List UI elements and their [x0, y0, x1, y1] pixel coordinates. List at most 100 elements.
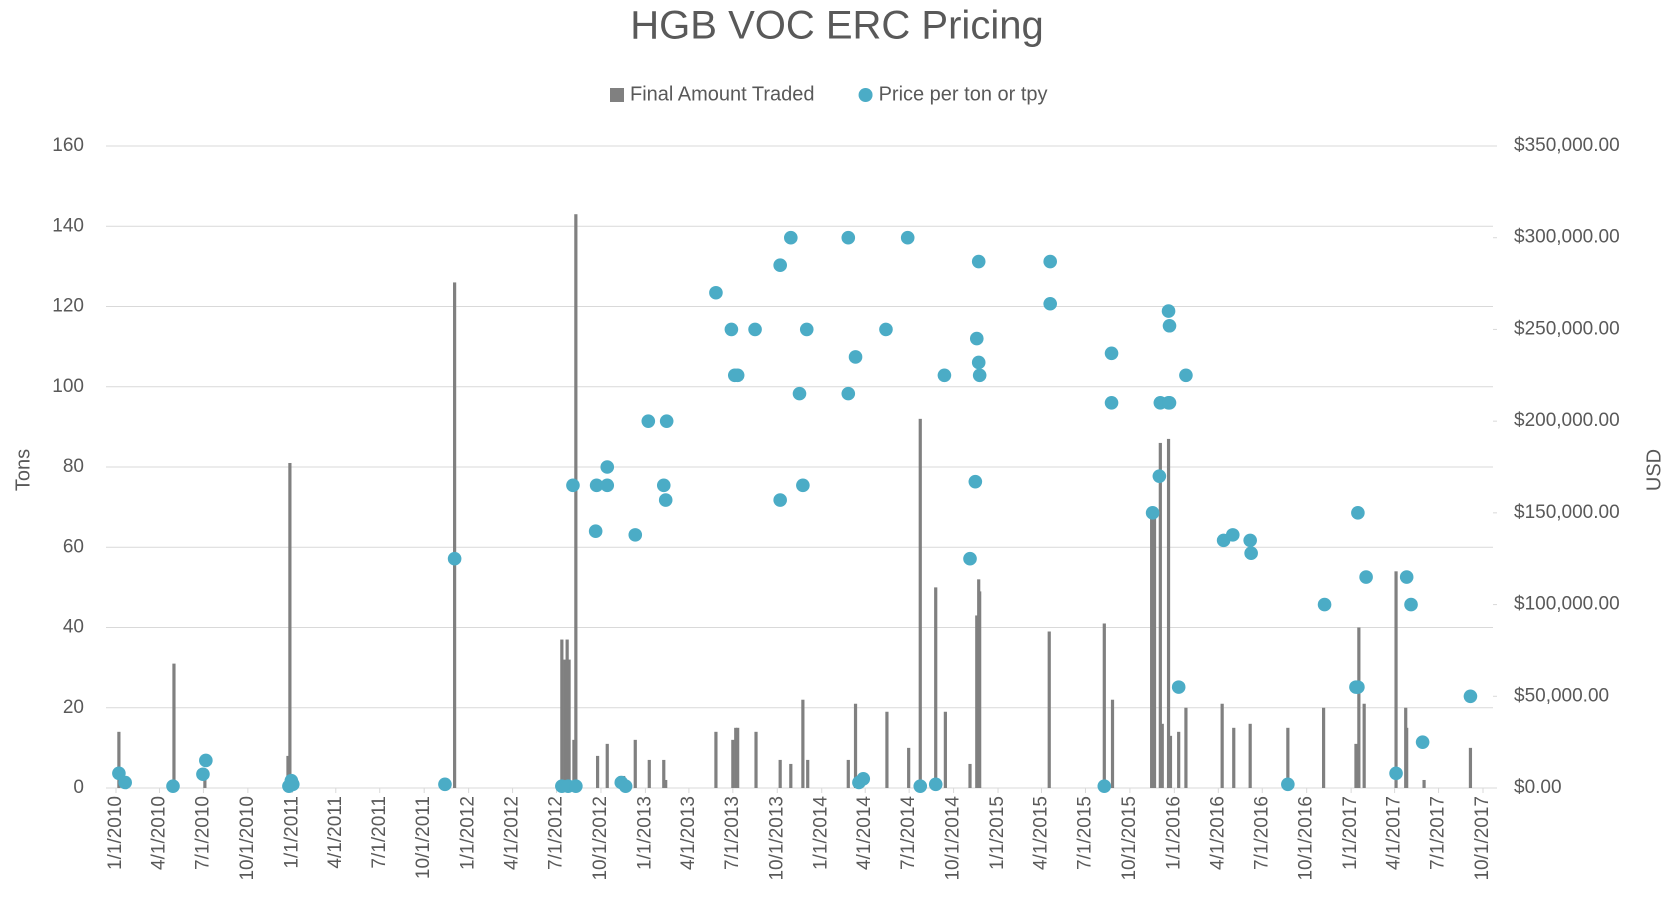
point: [1399, 570, 1414, 584]
x-tick-label: 4/1/2014: [854, 796, 875, 870]
point: [618, 779, 633, 793]
legend-label: Final Amount Traded: [630, 83, 815, 105]
point: [724, 322, 739, 337]
bar: [968, 763, 972, 788]
bar: [714, 731, 718, 788]
x-tick-label: 1/1/2012: [458, 796, 479, 870]
bar: [734, 727, 738, 788]
point: [971, 355, 986, 370]
point: [937, 368, 952, 383]
point: [963, 551, 977, 566]
bar: [789, 763, 793, 788]
y-tick-label: 120: [52, 296, 84, 317]
point: [1104, 396, 1119, 410]
x-tick-label: 1/1/2014: [811, 796, 832, 870]
point: [1043, 296, 1057, 311]
x-tick-label: 1/1/2010: [105, 796, 126, 870]
bar: [918, 418, 922, 788]
bar: [885, 711, 889, 788]
point: [848, 350, 863, 364]
bar: [647, 759, 651, 788]
point: [928, 777, 943, 792]
point: [658, 493, 673, 507]
bar: [1232, 727, 1236, 788]
point: [792, 386, 807, 401]
x-tick-label: 1/1/2015: [987, 796, 1008, 870]
bar: [1152, 511, 1157, 788]
chart-title: HGB VOC ERC Pricing: [630, 4, 1043, 48]
point: [1171, 680, 1186, 694]
y-tick-label: 20: [63, 697, 84, 718]
y2-tick-label: $0.00: [1514, 777, 1562, 798]
y-tick-label: 140: [52, 215, 84, 236]
point: [438, 777, 452, 792]
y2-tick-label: $300,000.00: [1514, 227, 1620, 248]
y-axis-title: Tons: [12, 449, 34, 491]
bar: [560, 639, 564, 788]
x-tick-label: 10/1/2010: [237, 796, 258, 881]
point: [856, 772, 871, 786]
point: [1244, 546, 1258, 561]
point: [656, 478, 671, 493]
y-tick-label: 100: [52, 376, 84, 397]
point: [1179, 368, 1193, 383]
x-tick-label: 7/1/2012: [546, 796, 567, 870]
bar: [907, 747, 911, 788]
bar: [1168, 735, 1173, 788]
bar: [1220, 703, 1224, 788]
point: [1162, 396, 1177, 410]
x-tick-label: 4/1/2012: [502, 796, 523, 870]
bar: [1248, 723, 1252, 788]
y2-tick-label: $100,000.00: [1514, 594, 1620, 615]
y2-tick-label: $150,000.00: [1514, 502, 1620, 523]
point: [196, 767, 210, 782]
point: [1152, 469, 1167, 483]
point: [1404, 597, 1418, 612]
point: [748, 322, 762, 337]
bar: [605, 743, 609, 788]
bar: [453, 282, 457, 788]
point: [659, 414, 674, 428]
bar: [1166, 438, 1171, 788]
point: [600, 478, 615, 493]
bar: [172, 663, 176, 788]
point: [1351, 680, 1365, 694]
legend-swatch: [858, 88, 873, 102]
point: [628, 528, 643, 542]
bar: [1354, 743, 1358, 788]
bar: [736, 727, 740, 788]
bar: [754, 731, 758, 788]
bar: [1160, 723, 1164, 788]
point: [199, 753, 213, 768]
bar: [978, 591, 982, 788]
x-tick-label: 7/1/2017: [1428, 796, 1449, 870]
point: [1359, 570, 1373, 584]
bar: [567, 659, 571, 788]
bar: [1177, 731, 1181, 788]
bar: [1286, 727, 1290, 788]
point: [773, 493, 787, 507]
y-tick-label: 60: [63, 536, 84, 557]
y2-tick-label: $350,000.00: [1514, 135, 1620, 156]
y2-tick-label: $250,000.00: [1514, 318, 1620, 339]
point: [641, 414, 656, 428]
bar: [565, 639, 569, 788]
point: [589, 478, 604, 493]
x-tick-label: 1/1/2011: [281, 796, 302, 869]
bar: [572, 739, 576, 788]
y-tick-label: 40: [63, 617, 84, 638]
bar: [801, 699, 805, 788]
bar: [1405, 727, 1409, 788]
bar: [117, 731, 121, 788]
point: [1097, 779, 1112, 793]
point: [879, 322, 893, 337]
bar: [1362, 703, 1366, 788]
point: [1162, 318, 1177, 333]
point: [799, 322, 814, 337]
point: [969, 331, 984, 346]
bar: [1468, 747, 1473, 788]
bar: [1394, 571, 1398, 788]
point: [968, 474, 983, 489]
x-tick-label: 10/1/2012: [590, 796, 611, 881]
